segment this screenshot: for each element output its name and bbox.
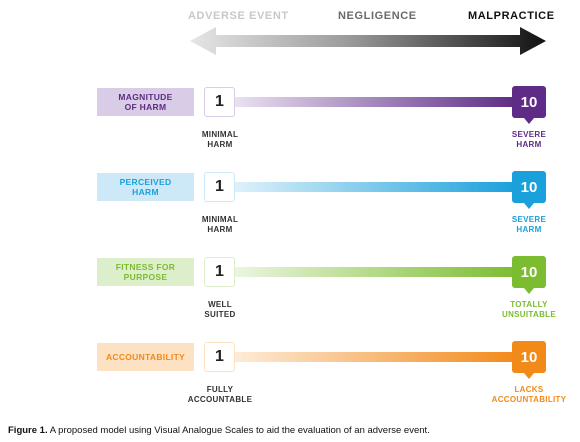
- spectrum-arrow: [190, 27, 546, 55]
- low-value-pointer: [214, 202, 224, 208]
- high-value-box: 10: [512, 86, 546, 118]
- high-value-box: 10: [512, 341, 546, 373]
- low-end-label: WELL SUITED: [204, 300, 236, 319]
- scale-bar: [228, 352, 516, 362]
- low-value-box: 1: [204, 172, 235, 202]
- high-value-pointer: [524, 288, 534, 294]
- negligence-label: NEGLIGENCE: [338, 10, 417, 22]
- low-value-box: 1: [204, 87, 235, 117]
- scale-bar: [228, 97, 516, 107]
- low-end-label: MINIMAL HARM: [201, 215, 239, 234]
- high-value-pointer: [524, 118, 534, 124]
- high-end-label: LACKS ACCOUNTABILITY: [491, 385, 567, 404]
- category-label: PERCEIVED HARM: [119, 177, 172, 197]
- high-value-box: 10: [512, 171, 546, 203]
- figure-caption-text: A proposed model using Visual Analogue S…: [49, 425, 430, 436]
- high-value-box: 10: [512, 256, 546, 288]
- category-box-perceived-harm: PERCEIVED HARM: [97, 173, 194, 201]
- figure-caption: Figure 1. A proposed model using Visual …: [8, 425, 430, 436]
- scale-row-fitness-for-purpose: FITNESS FOR PURPOSE 1 10 WELL SUITED TOT…: [0, 255, 580, 355]
- category-label: FITNESS FOR PURPOSE: [115, 262, 176, 282]
- low-value-box: 1: [204, 342, 235, 372]
- scale-bar: [228, 182, 516, 192]
- low-end-label: FULLY ACCOUNTABLE: [187, 385, 253, 404]
- low-value-pointer: [214, 372, 224, 378]
- adverse-event-label: ADVERSE EVENT: [188, 10, 289, 22]
- high-value-pointer: [524, 203, 534, 209]
- category-box-accountability: ACCOUNTABILITY: [97, 343, 194, 371]
- low-value-pointer: [214, 117, 224, 123]
- malpractice-label: MALPRACTICE: [468, 10, 555, 22]
- low-end-label: MINIMAL HARM: [201, 130, 239, 149]
- scale-row-accountability: ACCOUNTABILITY 1 10 FULLY ACCOUNTABLE LA…: [0, 340, 580, 440]
- figure-number: Figure 1.: [8, 425, 48, 436]
- high-value-pointer: [524, 373, 534, 379]
- category-box-fitness-for-purpose: FITNESS FOR PURPOSE: [97, 258, 194, 286]
- category-label: MAGNITUDE OF HARM: [118, 92, 173, 112]
- scale-row-perceived-harm: PERCEIVED HARM 1 10 MINIMAL HARM SEVERE …: [0, 170, 580, 270]
- category-label: ACCOUNTABILITY: [105, 352, 186, 362]
- category-box-magnitude-of-harm: MAGNITUDE OF HARM: [97, 88, 194, 116]
- scale-row-magnitude-of-harm: MAGNITUDE OF HARM 1 10 MINIMAL HARM SEVE…: [0, 85, 580, 185]
- high-end-label: SEVERE HARM: [511, 215, 547, 234]
- high-end-label: TOTALLY UNSUITABLE: [502, 300, 556, 319]
- low-value-pointer: [214, 287, 224, 293]
- high-end-label: SEVERE HARM: [511, 130, 547, 149]
- low-value-box: 1: [204, 257, 235, 287]
- scale-bar: [228, 267, 516, 277]
